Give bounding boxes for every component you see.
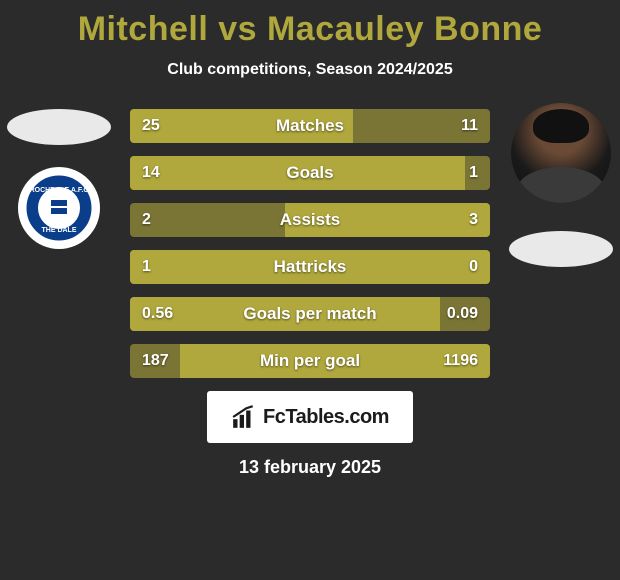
right-player-avatar [511,103,611,203]
stat-row: 1Hattricks0 [130,250,490,284]
stat-row: 14Goals1 [130,156,490,190]
stat-bars-container: 25Matches1114Goals12Assists31Hattricks00… [130,109,490,378]
svg-text:ROCHDALE A.F.C: ROCHDALE A.F.C [30,187,89,194]
branding-badge: FcTables.com [207,391,413,443]
page-title: Mitchell vs Macauley Bonne [0,0,620,49]
stat-value-right: 0 [469,250,478,284]
stat-row: 2Assists3 [130,203,490,237]
stat-value-right: 1 [469,156,478,190]
subtitle: Club competitions, Season 2024/2025 [0,61,620,79]
svg-text:THE DALE: THE DALE [42,227,77,234]
right-club-badge-placeholder [509,231,613,267]
left-club-badge: ROCHDALE A.F.C THE DALE [18,167,100,249]
branding-text: FcTables.com [263,406,389,429]
left-player-avatar-placeholder [7,109,111,145]
right-player-column [506,109,616,369]
date-label: 13 february 2025 [0,457,620,478]
stat-value-right: 11 [461,109,478,143]
fctables-logo-icon [231,404,257,430]
stat-label: Matches [130,109,490,143]
comparison-content: ROCHDALE A.F.C THE DALE 25Matches11 14Goa… [0,109,620,378]
stat-label: Min per goal [130,344,490,378]
stat-label: Goals per match [130,297,490,331]
stat-value-right: 0.09 [447,297,478,331]
rochdale-badge-icon: ROCHDALE A.F.C THE DALE [23,172,95,244]
stat-row: 0.56Goals per match0.09 [130,297,490,331]
stat-label: Hattricks [130,250,490,284]
stat-label: Assists [130,203,490,237]
stat-row: 187Min per goal1196 [130,344,490,378]
stat-row: 25Matches11 [130,109,490,143]
stat-value-right: 3 [469,203,478,237]
stat-label: Goals [130,156,490,190]
left-player-column: ROCHDALE A.F.C THE DALE [4,109,114,369]
stat-value-right: 1196 [443,344,478,378]
